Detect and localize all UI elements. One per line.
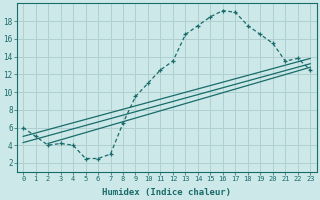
X-axis label: Humidex (Indice chaleur): Humidex (Indice chaleur): [102, 188, 231, 197]
